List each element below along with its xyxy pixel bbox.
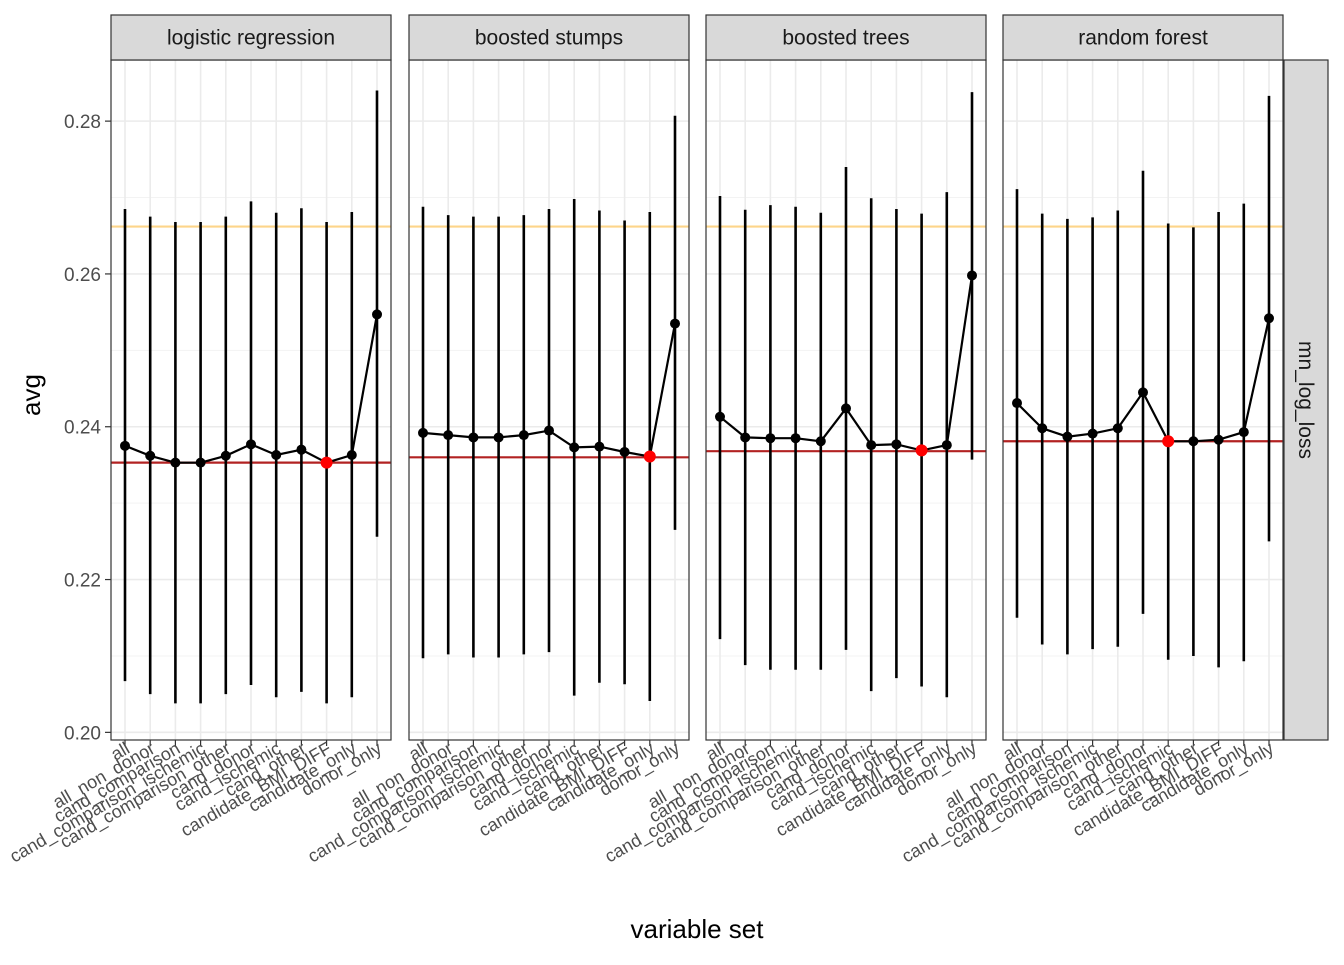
data-point	[1213, 434, 1224, 445]
facet-strip-right	[1283, 59, 1329, 741]
facet-strip-label: boosted trees	[782, 27, 909, 50]
data-point	[967, 270, 977, 281]
data-point	[891, 439, 902, 450]
data-point	[1062, 431, 1073, 442]
data-point	[941, 440, 952, 451]
data-point	[443, 430, 454, 441]
best-data-point	[320, 456, 333, 469]
facet-strip-label: boosted stumps	[475, 27, 623, 50]
x-axis-title: variable set	[631, 914, 765, 944]
data-point	[220, 450, 231, 461]
best-data-point	[915, 444, 928, 457]
y-tick-label: 0.28	[64, 112, 101, 133]
best-data-point	[1162, 435, 1175, 448]
facet-strip-label: logistic regression	[167, 27, 335, 50]
data-point	[1264, 313, 1274, 324]
facet-strip-right-label: mn_log_loss	[1294, 341, 1317, 459]
y-axis: 0.20 0.22 0.24 0.26 0.28	[64, 112, 111, 744]
data-point	[1138, 387, 1148, 398]
data-point	[740, 432, 751, 443]
data-point	[841, 403, 851, 414]
data-point	[418, 427, 428, 438]
facet-strip	[408, 14, 690, 61]
data-point	[1012, 398, 1022, 409]
y-tick-label: 0.20	[64, 723, 101, 744]
data-point	[765, 433, 776, 444]
data-point	[195, 457, 206, 468]
facet-panel-3: boosted treesallall_non_donorcand_compar…	[601, 14, 987, 867]
y-tick-label: 0.24	[64, 418, 101, 439]
data-point	[493, 432, 504, 443]
data-point	[346, 450, 357, 461]
data-point	[518, 430, 529, 441]
data-point	[271, 450, 282, 461]
data-point	[372, 309, 382, 320]
facet-strip	[110, 14, 392, 61]
data-point	[1037, 423, 1048, 434]
data-point	[1087, 428, 1098, 439]
data-point	[569, 442, 580, 453]
best-data-point	[643, 450, 656, 463]
data-point	[120, 440, 130, 451]
data-point	[815, 436, 826, 447]
data-point	[296, 444, 307, 455]
data-point	[670, 318, 680, 329]
facet-strip	[705, 14, 987, 61]
data-point	[866, 440, 877, 451]
data-point	[1188, 436, 1199, 447]
y-axis-title: avg	[16, 374, 46, 416]
data-point	[790, 433, 801, 444]
y-tick-label: 0.22	[64, 571, 101, 592]
y-tick-label: 0.26	[64, 265, 101, 286]
data-point	[1238, 427, 1249, 438]
data-point	[170, 457, 181, 468]
data-point	[544, 425, 554, 436]
data-point	[715, 411, 725, 422]
data-point	[594, 441, 605, 452]
facet-strip	[1002, 14, 1284, 61]
facet-strip-label: random forest	[1078, 27, 1208, 50]
data-point	[246, 439, 256, 450]
facets-group: logistic regressionallall_non_donorcand_…	[6, 14, 1329, 944]
data-point	[1112, 423, 1123, 434]
data-point	[468, 432, 479, 443]
data-point	[619, 446, 630, 457]
facet-panel-2: boosted stumpsallall_non_donorcand_compa…	[304, 14, 690, 867]
data-point	[145, 450, 156, 461]
